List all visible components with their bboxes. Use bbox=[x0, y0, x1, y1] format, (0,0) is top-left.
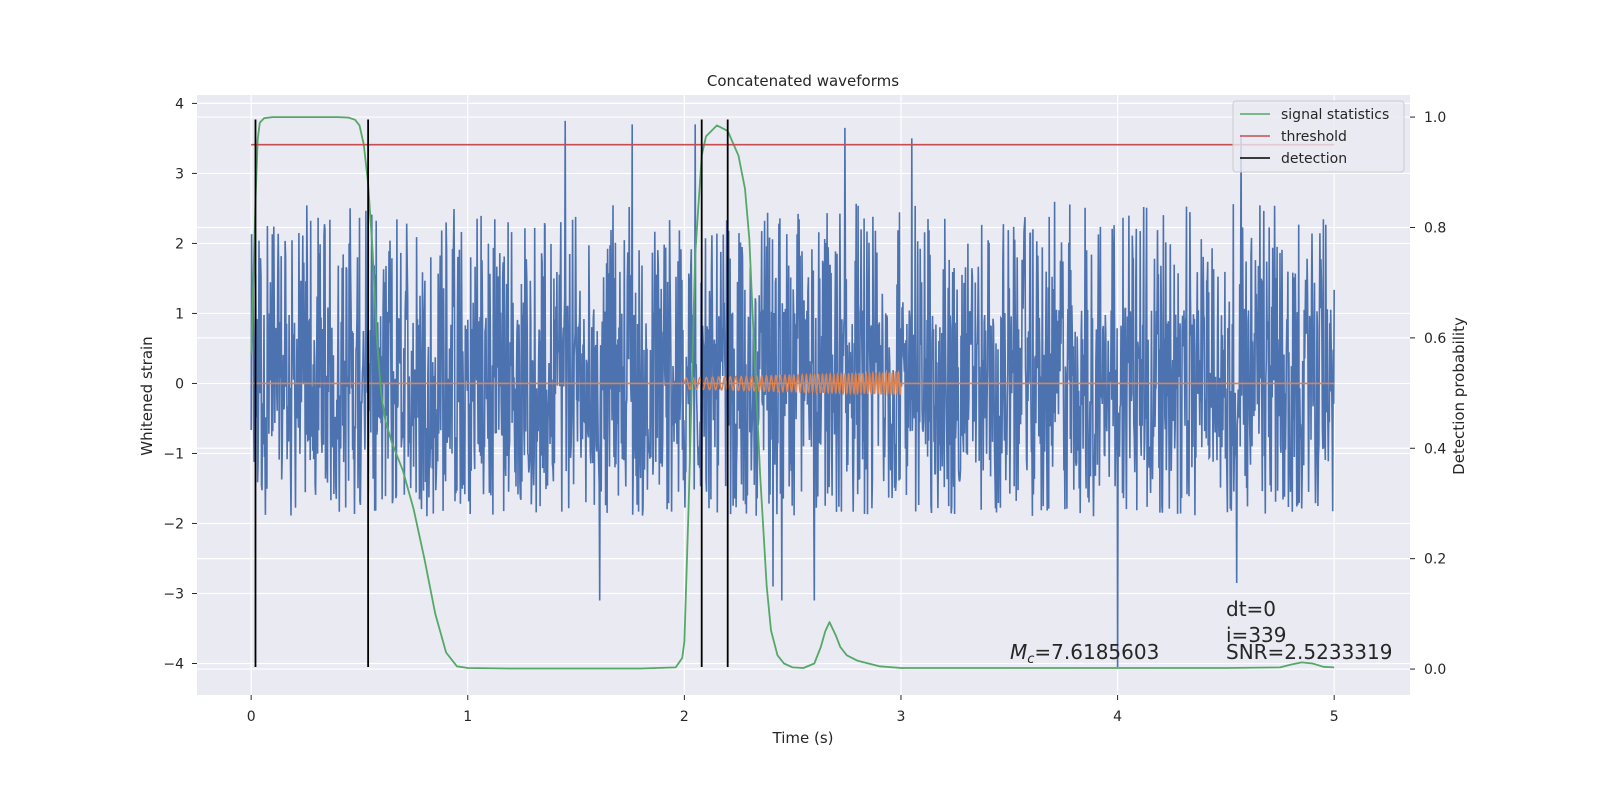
signal-statistics-line bbox=[250, 116, 1335, 670]
y-axis-label: Whitened strain bbox=[138, 336, 156, 455]
legend-label-detection: detection bbox=[1281, 151, 1347, 167]
x-axis-ticks: 0 1 2 3 4 5 bbox=[247, 695, 1339, 725]
y2-tick-label: 0.2 bbox=[1424, 552, 1446, 568]
y-tick-label: −2 bbox=[163, 516, 184, 532]
y-tick-label: 4 bbox=[175, 96, 184, 112]
y2-axis-label: Detection probability bbox=[1450, 317, 1468, 475]
y-axis-ticks: −4 −3 −2 −1 0 1 2 3 4 bbox=[163, 96, 197, 672]
y-tick-label: 1 bbox=[175, 306, 184, 322]
legend-label-signal-statistics: signal statistics bbox=[1281, 107, 1389, 123]
dt-annotation: dt=0 bbox=[1226, 597, 1276, 621]
y-tick-label: −4 bbox=[163, 656, 184, 672]
strain-series bbox=[250, 120, 1335, 668]
i-annotation: i=339 bbox=[1226, 623, 1287, 647]
x-axis-label: Time (s) bbox=[772, 729, 834, 747]
snr-annotation: SNR=2.5233319 bbox=[1226, 640, 1392, 664]
y-tick-label: 0 bbox=[175, 376, 184, 392]
mc-value: =7.6185603 bbox=[1034, 640, 1159, 664]
legend: signal statistics threshold detection bbox=[1232, 100, 1405, 173]
x-tick-label: 5 bbox=[1330, 709, 1339, 725]
mc-symbol: M bbox=[1010, 640, 1027, 664]
x-tick-label: 3 bbox=[897, 709, 906, 725]
x-tick-label: 2 bbox=[680, 709, 689, 725]
detection-series bbox=[254, 119, 729, 667]
template-series bbox=[251, 369, 1335, 397]
y2-tick-label: 0.8 bbox=[1424, 220, 1446, 236]
strain-line bbox=[250, 120, 1335, 668]
y2-tick-label: 0.0 bbox=[1424, 662, 1446, 678]
y2-axis-ticks: 0.0 0.2 0.4 0.6 0.8 1.0 bbox=[1410, 110, 1446, 678]
x-tick-label: 4 bbox=[1113, 709, 1122, 725]
signal-statistics-series bbox=[250, 116, 1335, 670]
mc-annotation: Mc=7.6185603 bbox=[1010, 640, 1159, 667]
y-tick-label: 2 bbox=[175, 236, 184, 252]
mc-subscript: c bbox=[1027, 652, 1034, 667]
template-line bbox=[683, 369, 902, 397]
legend-label-threshold: threshold bbox=[1281, 129, 1347, 145]
x-tick-label: 1 bbox=[463, 709, 472, 725]
y-tick-label: −3 bbox=[163, 586, 184, 602]
x-tick-label: 0 bbox=[247, 709, 256, 725]
y2-tick-label: 0.6 bbox=[1424, 331, 1446, 347]
y-tick-label: 3 bbox=[175, 166, 184, 182]
y2-tick-label: 1.0 bbox=[1424, 110, 1446, 126]
y-tick-label: −1 bbox=[163, 446, 184, 462]
legend-box bbox=[1232, 100, 1405, 173]
y2-tick-label: 0.4 bbox=[1424, 441, 1446, 457]
chart-title: Concatenated waveforms bbox=[707, 72, 899, 90]
